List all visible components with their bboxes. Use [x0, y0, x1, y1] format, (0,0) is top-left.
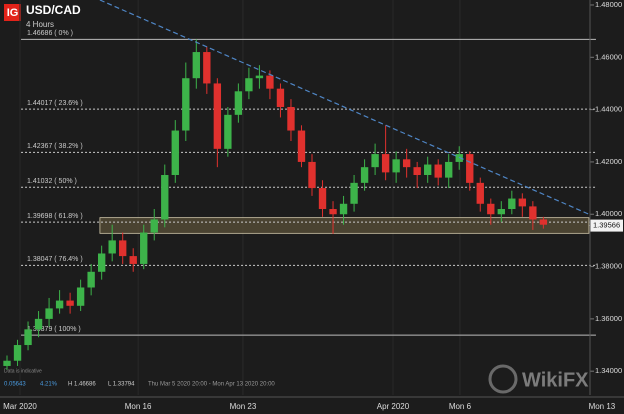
candle-body	[287, 106, 295, 131]
candle-body	[392, 159, 400, 173]
fib-label: 1.42367 ( 38.2% )	[27, 143, 83, 150]
candle-body	[539, 219, 548, 225]
candle-body	[234, 91, 243, 115]
candle-body	[318, 188, 327, 210]
candle-body	[24, 329, 32, 346]
fib-label: 1.44017 ( 23.6% )	[27, 100, 83, 107]
candle-body	[297, 130, 306, 162]
candle-body	[445, 161, 453, 178]
candle-body	[487, 203, 495, 215]
candle-body	[129, 256, 137, 264]
watermark: WikiFX	[488, 364, 589, 394]
logo: IG	[7, 7, 19, 19]
watermark-text: WikiFX	[522, 369, 589, 391]
candle-body	[424, 164, 432, 176]
candle-body	[466, 154, 474, 183]
candle-body	[529, 206, 537, 220]
candle-body	[13, 345, 22, 361]
candle-body	[413, 167, 421, 176]
candle-body	[192, 52, 200, 79]
candle-body	[66, 300, 74, 306]
candle-body	[308, 161, 316, 189]
candle-body	[497, 209, 505, 215]
candle-body	[3, 360, 11, 366]
x-tick-label: Mon 16	[125, 402, 152, 411]
candle-body	[276, 88, 285, 107]
candle-body	[140, 232, 148, 264]
fib-label: 1.35379 ( 100% )	[27, 326, 81, 333]
fib-label: 1.38047 ( 76.4% )	[27, 256, 83, 263]
last-price-label: 1.39566	[593, 221, 620, 230]
candle-body	[97, 253, 106, 272]
y-tick-label: 1.44000	[595, 105, 622, 114]
y-tick-label: 1.38000	[595, 262, 622, 271]
info-item: Thu Mar 5 2020 20:00 - Mon Apr 13 2020 2…	[148, 382, 275, 388]
candle-body	[203, 52, 211, 84]
chart-subtitle: 4 Hours	[26, 20, 54, 29]
x-tick-label: Mon 6	[449, 402, 472, 411]
candle-body	[381, 154, 390, 173]
info-item: 0.05643	[4, 382, 26, 388]
candle-body	[171, 130, 179, 176]
fib-label: 1.39698 ( 61.8% )	[27, 213, 83, 220]
fib-label: 1.46686 ( 0% )	[27, 30, 73, 37]
candle-body	[508, 198, 516, 210]
note: Data is indicative	[4, 368, 42, 374]
candle-body	[402, 159, 411, 168]
candle-body	[224, 114, 232, 149]
candle-body	[34, 318, 43, 330]
candle-body	[108, 240, 116, 254]
trendline	[99, 0, 590, 215]
candle-body	[266, 75, 274, 89]
y-tick-label: 1.34000	[595, 366, 622, 375]
last-price-box	[590, 219, 623, 232]
info-item: 4.21%	[40, 382, 58, 388]
candle-body	[518, 198, 527, 207]
candle-body	[213, 83, 222, 149]
candle-body	[182, 78, 190, 131]
candle-body	[360, 167, 369, 183]
candle-body	[161, 175, 169, 220]
y-tick-label: 1.48000	[595, 0, 622, 9]
candle-body	[350, 182, 358, 204]
watermark-logo	[488, 364, 518, 394]
y-tick-label: 1.40000	[595, 209, 622, 218]
y-tick-label: 1.46000	[595, 52, 622, 61]
candle-body	[245, 78, 253, 92]
x-tick-label: Apr 2020	[377, 402, 410, 411]
candle-body	[45, 308, 53, 319]
candle-body	[339, 203, 348, 215]
candle-body	[55, 300, 64, 309]
logo-box	[4, 4, 21, 21]
info-item: L 1.33794	[108, 382, 135, 388]
candle-body	[371, 154, 379, 168]
candle-body	[150, 219, 158, 233]
candle-body	[434, 164, 442, 178]
info-item: H 1.46686	[68, 382, 96, 388]
candle-body	[76, 287, 85, 306]
chart-title: USD/CAD	[26, 3, 81, 17]
y-tick-label: 1.36000	[595, 314, 622, 323]
candle-body	[329, 209, 337, 215]
x-tick-label: Mon 23	[230, 402, 257, 411]
candle-body	[119, 240, 127, 257]
y-tick-label: 1.42000	[595, 157, 622, 166]
fib-label: 1.41032 ( 50% )	[27, 178, 77, 185]
x-tick-label: Mon 13	[589, 402, 616, 411]
x-tick-label: Mar 2020	[3, 402, 37, 411]
candle-body	[255, 75, 264, 79]
support-zone	[99, 217, 590, 234]
candle-body	[87, 271, 95, 288]
candle-body	[476, 182, 484, 204]
